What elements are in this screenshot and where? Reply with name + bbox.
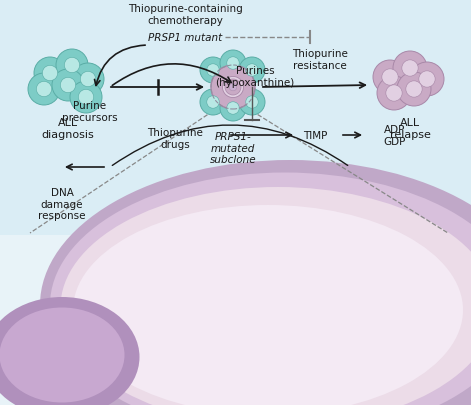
Circle shape <box>60 78 76 94</box>
Text: TIMP: TIMP <box>303 131 327 141</box>
Circle shape <box>220 96 246 122</box>
Circle shape <box>382 70 398 86</box>
Circle shape <box>386 85 402 102</box>
Circle shape <box>239 58 265 84</box>
Ellipse shape <box>60 188 471 405</box>
Text: ALL
relapse: ALL relapse <box>390 118 430 139</box>
Text: Thiopurine
drugs: Thiopurine drugs <box>147 128 203 149</box>
Text: Thiopurine-containing
chemotherapy: Thiopurine-containing chemotherapy <box>128 4 243 26</box>
Circle shape <box>227 58 239 70</box>
Circle shape <box>28 74 60 106</box>
Circle shape <box>402 61 418 77</box>
Circle shape <box>229 84 237 92</box>
Circle shape <box>246 96 258 109</box>
Circle shape <box>200 58 226 84</box>
Text: Purine
precursors: Purine precursors <box>62 101 118 122</box>
Circle shape <box>373 61 407 95</box>
Circle shape <box>397 73 431 107</box>
Circle shape <box>220 51 246 77</box>
Circle shape <box>36 82 52 98</box>
Ellipse shape <box>50 173 471 405</box>
Text: DNA
damage
response: DNA damage response <box>38 188 86 221</box>
Circle shape <box>72 64 104 96</box>
Circle shape <box>239 90 265 116</box>
Circle shape <box>406 82 422 98</box>
Circle shape <box>207 96 219 109</box>
Circle shape <box>200 90 226 116</box>
Circle shape <box>56 50 88 82</box>
Ellipse shape <box>0 308 124 403</box>
Circle shape <box>52 70 84 102</box>
Circle shape <box>211 66 255 110</box>
Text: PRSP1 mutant: PRSP1 mutant <box>148 33 222 43</box>
Circle shape <box>410 63 444 97</box>
Text: Purines
(hypoxanthine): Purines (hypoxanthine) <box>215 66 295 87</box>
Circle shape <box>225 80 241 96</box>
Circle shape <box>377 77 411 111</box>
Text: ADP
GDP: ADP GDP <box>384 125 406 147</box>
Text: PRPS1-
mutated
subclone: PRPS1- mutated subclone <box>210 132 256 165</box>
Ellipse shape <box>0 297 139 405</box>
Circle shape <box>393 52 427 86</box>
Circle shape <box>81 72 96 87</box>
Circle shape <box>246 65 258 77</box>
Circle shape <box>65 58 80 73</box>
Circle shape <box>70 82 102 114</box>
Circle shape <box>227 102 239 115</box>
Circle shape <box>34 58 66 90</box>
Bar <box>0 0 471 235</box>
Circle shape <box>222 77 244 98</box>
Circle shape <box>207 65 219 77</box>
Text: ALL
diagnosis: ALL diagnosis <box>41 118 94 139</box>
Circle shape <box>42 66 57 81</box>
Circle shape <box>419 72 435 88</box>
Circle shape <box>78 90 94 105</box>
Ellipse shape <box>40 161 471 405</box>
Ellipse shape <box>73 205 463 405</box>
Text: Thiopurine
resistance: Thiopurine resistance <box>292 49 348 70</box>
